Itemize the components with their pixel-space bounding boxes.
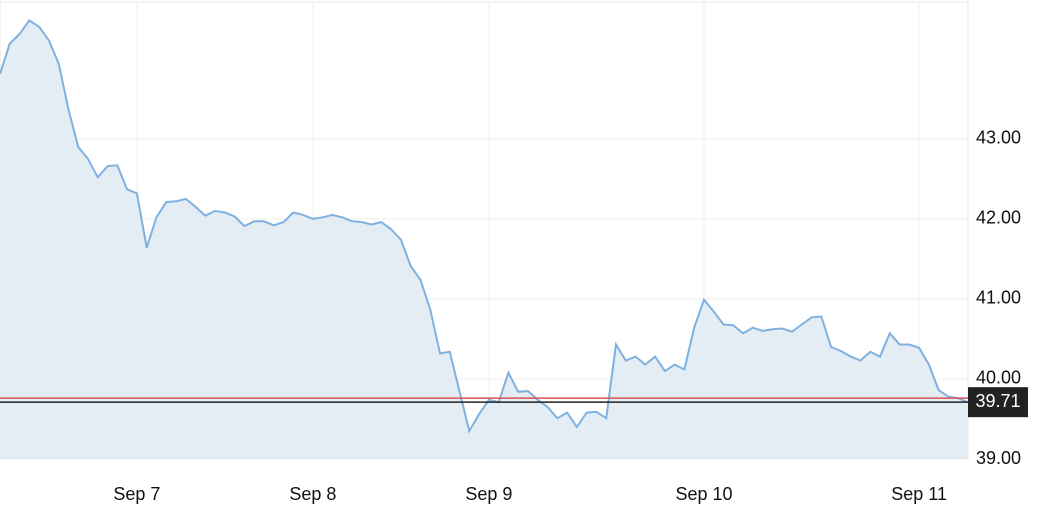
price-tag (968, 387, 1028, 418)
x-tick-label: Sep 8 (289, 484, 336, 504)
price-tag-label: 39.71 (975, 391, 1020, 411)
x-tick-label: Sep 11 (891, 484, 947, 504)
y-tick-label: 43.00 (976, 128, 1021, 148)
y-tick-label: 40.00 (976, 368, 1021, 388)
price-line (0, 19, 969, 434)
y-tick-label: 39.00 (976, 448, 1021, 468)
y-tick-label: 41.00 (976, 288, 1021, 308)
x-tick-label: Sep 9 (465, 484, 512, 504)
x-tick-label: Sep 7 (113, 484, 160, 504)
x-tick-label: Sep 10 (675, 484, 732, 504)
y-tick-label: 42.00 (976, 208, 1021, 228)
area-fill (0, 20, 968, 460)
